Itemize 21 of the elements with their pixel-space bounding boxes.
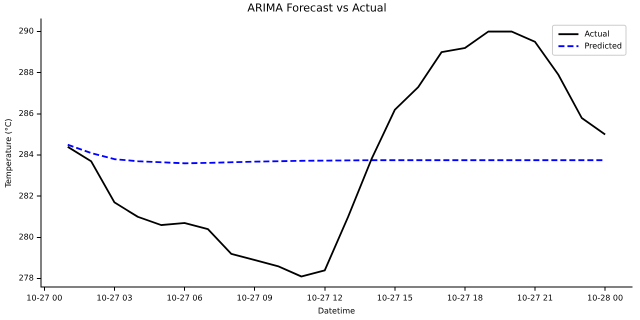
y-axis-title: Temperature (°C) (4, 118, 13, 189)
y-tick-label: 282 (18, 191, 34, 200)
x-axis-title: Datetime (318, 306, 356, 316)
y-tick-label: 290 (18, 26, 34, 36)
y-tick-label: 284 (18, 150, 34, 160)
y-tick-label: 288 (18, 68, 34, 77)
x-tick-label: 10-27 12 (306, 294, 343, 303)
x-tick-label: 10-27 06 (166, 294, 203, 303)
x-tick-label: 10-27 09 (236, 294, 273, 303)
legend-label: Actual (584, 29, 610, 38)
x-tick-label: 10-27 15 (376, 294, 413, 303)
y-tick-label: 286 (18, 108, 34, 118)
x-tick-label: 10-27 21 (517, 294, 554, 303)
x-tick-label: 10-28 00 (587, 294, 624, 303)
chart-title: ARIMA Forecast vs Actual (247, 1, 387, 14)
y-tick-label: 278 (18, 274, 34, 283)
x-tick-label: 10-27 00 (26, 294, 62, 303)
x-tick-label: 10-27 18 (446, 294, 483, 303)
y-tick-label: 280 (18, 232, 34, 242)
x-tick-label: 10-27 03 (96, 294, 132, 303)
legend-label: Predicted (584, 41, 622, 50)
